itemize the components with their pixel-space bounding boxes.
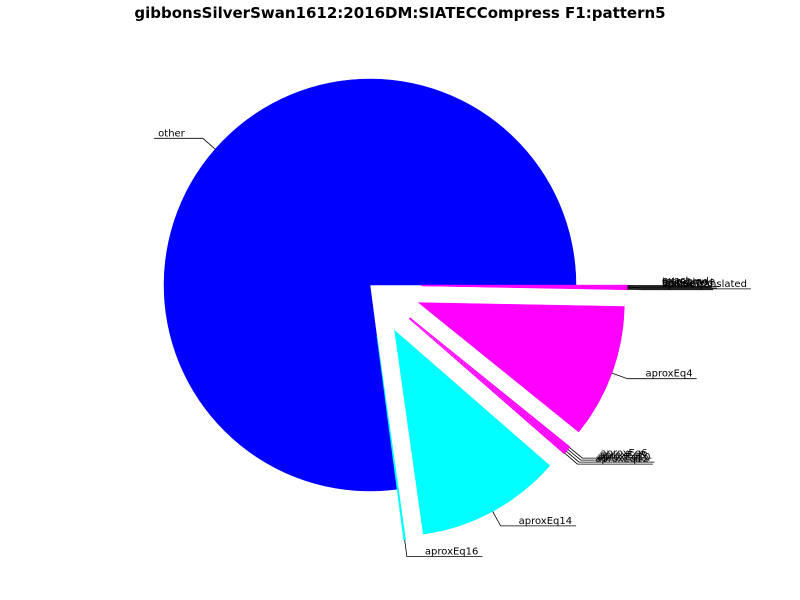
pie-slice-aprox-eq14 [394, 329, 551, 535]
leader-line-aprox-eq14 [492, 511, 515, 527]
pie-slice-other [163, 78, 577, 492]
slice-label-aprox-eq16: aproxEq16 [425, 547, 479, 558]
pie-slice-aprox-eq6 [409, 317, 571, 449]
slice-label-retrograde: retrograde [662, 276, 715, 287]
slice-label-aprox-eq6: aproxEq6 [600, 448, 647, 459]
chart-title: gibbonsSilverSwan1612:2016DM:SIATECCompr… [134, 4, 666, 22]
leader-line-other [188, 137, 216, 150]
slice-label-exact: exact [662, 275, 690, 286]
slice-label-aprox-eq14: aproxEq14 [519, 516, 573, 527]
slice-label-translated: translated [662, 278, 713, 289]
slice-label-inversion: inversion [662, 277, 708, 288]
slice-label-other: other [158, 128, 186, 139]
leader-line-aprox-eq4 [611, 372, 642, 380]
slice-label-aprox-eq8: aproxEq8 [599, 450, 646, 461]
slice-label-aprox-eq12: aproxEq12 [595, 454, 649, 465]
pie-slices [163, 78, 628, 541]
leader-line-aprox-eq12 [564, 452, 592, 465]
leader-line-aprox-eq10 [566, 451, 593, 463]
leader-line-aprox-eq16 [404, 540, 421, 557]
leader-line-aprox-eq6 [569, 447, 597, 459]
slice-label-aprox-eq4: aproxEq4 [646, 369, 693, 380]
slice-label-sparse-translated: sparseTranslated [662, 279, 747, 290]
pie-slice-aprox-eq4 [417, 302, 625, 433]
leader-line-aprox-eq8 [567, 449, 595, 461]
slice-label-aprox-eq10: aproxEq10 [597, 452, 651, 463]
pie-labels: other aproxEq16 aproxEq14 aproxEq12aproxEq1… [154, 128, 751, 558]
pie-slice-aprox-eq12 [408, 318, 566, 455]
